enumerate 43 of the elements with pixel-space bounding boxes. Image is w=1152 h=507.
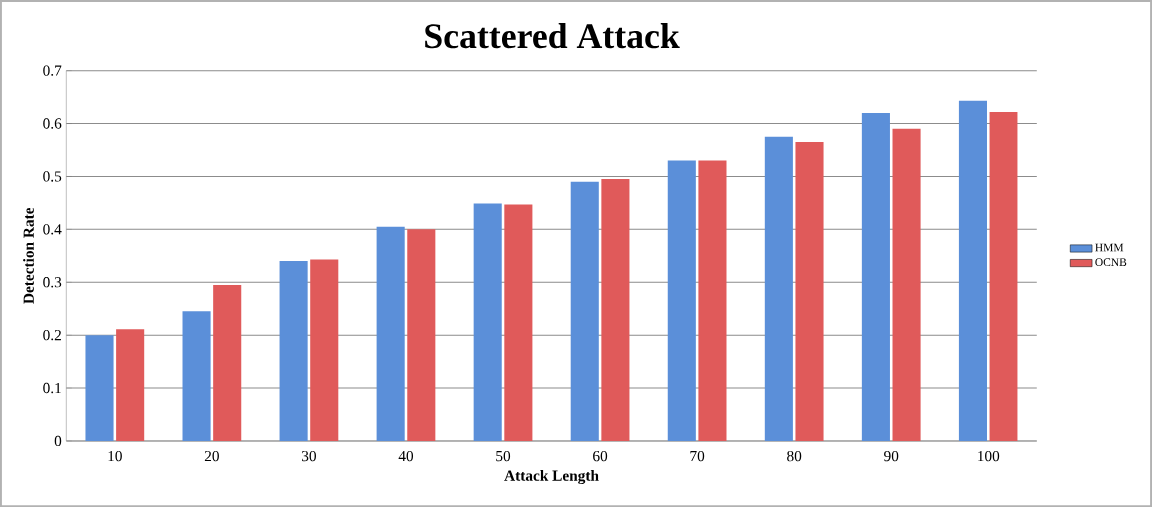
- x-tick-label: 60: [593, 450, 608, 462]
- y-tick-label: 0.7: [43, 65, 62, 76]
- bar: [504, 204, 533, 441]
- x-axis-title: Attack Length: [504, 469, 599, 484]
- bar: [667, 160, 696, 441]
- bar: [764, 136, 793, 441]
- x-tick-label: 10: [108, 450, 122, 462]
- bar: [795, 141, 824, 441]
- x-tick-label: 90: [884, 450, 899, 462]
- x-tick-label: 30: [302, 450, 316, 462]
- y-tick-label: 0: [54, 435, 62, 447]
- bar: [279, 261, 308, 441]
- y-tick-label: 0.4: [43, 224, 62, 235]
- bar: [473, 203, 502, 441]
- x-tick-label: 70: [690, 450, 705, 462]
- bar: [698, 160, 727, 441]
- bar: [601, 179, 630, 441]
- legend-label: OCNB: [1095, 258, 1127, 266]
- bar: [310, 259, 339, 441]
- bar: [407, 229, 436, 441]
- x-tick-label: 40: [398, 450, 414, 462]
- bar: [861, 112, 890, 441]
- bar: [213, 284, 242, 441]
- y-tick-label: 0.3: [43, 276, 62, 288]
- y-tick-label: 0.5: [43, 171, 62, 182]
- bar: [116, 329, 145, 441]
- x-tick-label: 100: [978, 450, 1000, 462]
- y-axis-title: Detection Rate: [23, 207, 34, 304]
- bar: [182, 311, 211, 441]
- x-tick-label: 80: [787, 450, 802, 462]
- legend-label: HMM: [1095, 243, 1124, 252]
- x-tick-label: 20: [204, 450, 219, 462]
- x-tick-label: 50: [496, 450, 511, 462]
- bar: [570, 181, 599, 441]
- bar: [85, 335, 114, 441]
- bar: [989, 111, 1018, 441]
- bar: [376, 226, 405, 441]
- bar: [892, 128, 921, 441]
- bar: [958, 100, 987, 441]
- y-tick-label: 0.6: [43, 118, 62, 129]
- y-tick-label: 0.1: [43, 382, 61, 394]
- chart-title: Scattered Attack: [425, 23, 680, 49]
- y-tick-label: 0.2: [43, 329, 61, 341]
